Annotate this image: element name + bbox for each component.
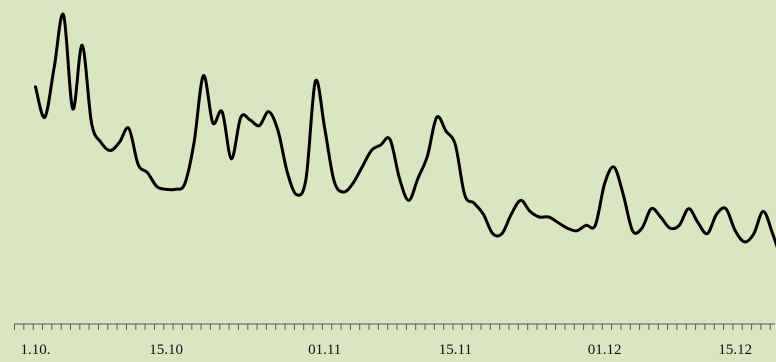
data-point	[323, 127, 326, 130]
data-point	[99, 141, 102, 144]
data-point	[221, 110, 224, 113]
data-point	[361, 166, 364, 169]
data-point	[155, 185, 158, 188]
data-point	[34, 85, 37, 88]
data-point	[333, 180, 336, 183]
data-point	[305, 177, 308, 180]
data-point	[81, 44, 84, 47]
data-point	[538, 216, 541, 219]
x-tick-label: 1.10.	[21, 342, 51, 358]
data-point	[127, 127, 130, 130]
data-point	[575, 229, 578, 232]
data-point	[715, 213, 718, 216]
data-point	[594, 224, 597, 227]
data-point	[398, 177, 401, 180]
data-point	[473, 202, 476, 205]
data-point	[743, 240, 746, 243]
data-point	[193, 141, 196, 144]
data-point	[547, 216, 550, 219]
data-point	[71, 107, 74, 110]
data-point	[482, 213, 485, 216]
data-point	[277, 130, 280, 133]
data-point	[501, 232, 504, 235]
data-point	[370, 149, 373, 152]
data-point	[631, 229, 634, 232]
data-point	[435, 116, 438, 119]
data-point	[109, 149, 112, 152]
data-point	[211, 121, 214, 124]
data-point	[53, 66, 56, 69]
data-point	[510, 213, 513, 216]
data-point	[342, 191, 345, 194]
data-point	[557, 221, 560, 224]
data-point	[295, 193, 298, 196]
data-point	[678, 224, 681, 227]
data-point	[417, 177, 420, 180]
series-line	[34, 12, 776, 249]
data-point	[696, 221, 699, 224]
data-point	[771, 232, 774, 235]
data-point	[622, 193, 625, 196]
data-point	[603, 182, 606, 185]
data-point	[351, 182, 354, 185]
data-point	[118, 141, 121, 144]
data-point	[519, 199, 522, 202]
data-point	[426, 155, 429, 158]
data-point	[529, 210, 532, 213]
x-tick-label: 01.12	[588, 342, 622, 358]
x-tick-label: 15.11	[439, 342, 472, 358]
data-point	[659, 216, 662, 219]
data-point	[734, 229, 737, 232]
data-point	[650, 207, 653, 210]
data-point	[314, 80, 317, 83]
data-point	[174, 188, 177, 191]
data-point	[585, 224, 588, 227]
data-point	[258, 124, 261, 127]
data-point	[230, 157, 233, 160]
data-point	[183, 182, 186, 185]
data-point	[463, 193, 466, 196]
data-point	[202, 74, 205, 77]
data-point	[566, 227, 569, 230]
data-point	[90, 121, 93, 124]
data-point	[379, 144, 382, 147]
data-point	[687, 207, 690, 210]
data-point	[454, 144, 457, 147]
data-point	[239, 116, 242, 119]
data-point	[706, 232, 709, 235]
x-axis-tick-labels: 1.10. 15.10 01.11 15.11 01.12 15.12	[21, 342, 753, 358]
x-tick-label: 15.10	[149, 342, 183, 358]
data-point	[724, 207, 727, 210]
x-tick-label: 01.11	[308, 342, 341, 358]
x-tick-label: 15.12	[718, 342, 752, 358]
data-point	[762, 210, 765, 213]
data-point	[668, 227, 671, 230]
data-point	[137, 163, 140, 166]
data-point	[613, 166, 616, 169]
data-point	[445, 130, 448, 133]
data-point	[43, 116, 46, 119]
data-point	[62, 13, 65, 16]
data-point	[389, 138, 392, 141]
x-axis-minor-ticks	[14, 324, 771, 330]
data-point	[641, 227, 644, 230]
data-point	[752, 232, 755, 235]
data-point	[407, 199, 410, 202]
data-point	[249, 119, 252, 122]
data-point	[267, 110, 270, 113]
data-point	[146, 171, 149, 174]
data-point	[165, 188, 168, 191]
data-point	[491, 232, 494, 235]
data-point	[286, 171, 289, 174]
